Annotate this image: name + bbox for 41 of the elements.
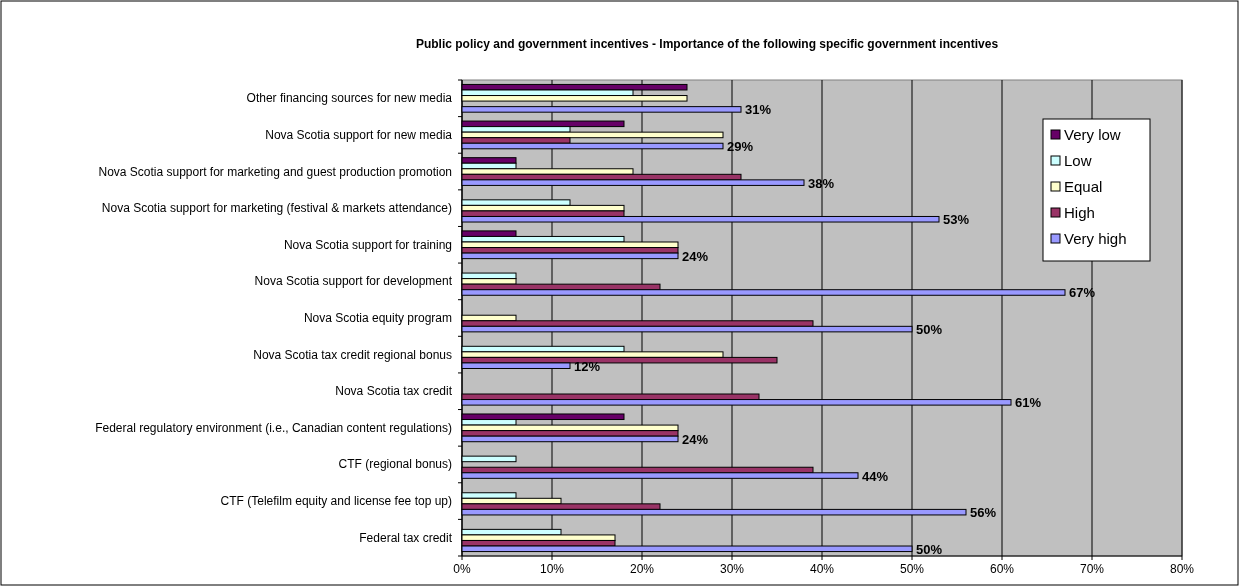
legend-label: Equal — [1064, 178, 1103, 195]
legend-label: Very low — [1064, 126, 1121, 143]
data-label: 67% — [1069, 285, 1096, 301]
data-label: 38% — [808, 175, 835, 191]
x-tick-label: 30% — [719, 562, 745, 576]
y-tick-label: Other financing sources for new media — [246, 91, 453, 106]
data-label: 56% — [970, 505, 997, 521]
legend-label: High — [1064, 204, 1095, 221]
data-label: 50% — [916, 541, 943, 557]
x-tick-label: 20% — [629, 562, 655, 576]
y-tick-label: Federal tax credit — [359, 530, 453, 545]
y-tick-label: CTF (regional bonus) — [338, 457, 452, 472]
legend-label: Low — [1064, 152, 1092, 169]
y-tick-label: Nova Scotia support for new media — [265, 127, 453, 142]
y-tick-label: Nova Scotia support for marketing and guest production promotion — [98, 164, 452, 179]
x-tick-label: 70% — [1079, 562, 1105, 576]
x-tick-label: 60% — [989, 562, 1015, 576]
data-label: 29% — [727, 139, 754, 155]
data-label: 53% — [943, 212, 970, 228]
x-tick-label: 80% — [1169, 562, 1195, 576]
y-tick-label: Federal regulatory environment (i.e., Canadian content regulations) — [95, 420, 452, 435]
data-label: 24% — [682, 431, 709, 447]
data-label: 12% — [574, 358, 601, 374]
y-tick-label: Nova Scotia tax credit — [335, 384, 453, 399]
data-label: 61% — [1015, 395, 1042, 411]
y-tick-label: CTF (Telefilm equity and license fee top up) — [220, 494, 452, 509]
data-label: 24% — [682, 248, 709, 264]
x-tick-label: 50% — [899, 562, 925, 576]
data-label: 31% — [745, 102, 772, 118]
data-label: 50% — [916, 322, 943, 338]
legend-label: Very high — [1064, 230, 1127, 247]
x-tick-label: 0% — [453, 562, 471, 576]
y-tick-label: Nova Scotia support for marketing (festival & markets attendance) — [101, 201, 452, 216]
y-tick-label: Nova Scotia equity program — [303, 311, 452, 325]
x-tick-label: 40% — [809, 562, 835, 576]
y-tick-label: Nova Scotia support for development — [254, 274, 453, 289]
data-label: 44% — [862, 468, 889, 484]
x-tick-label: 10% — [539, 562, 565, 576]
y-tick-label: Nova Scotia tax credit regional bonus — [253, 347, 452, 362]
y-tick-label: Nova Scotia support for training — [283, 237, 452, 252]
chart-title: Public policy and government incentives - Importance of the following specific government incentives — [415, 37, 999, 51]
